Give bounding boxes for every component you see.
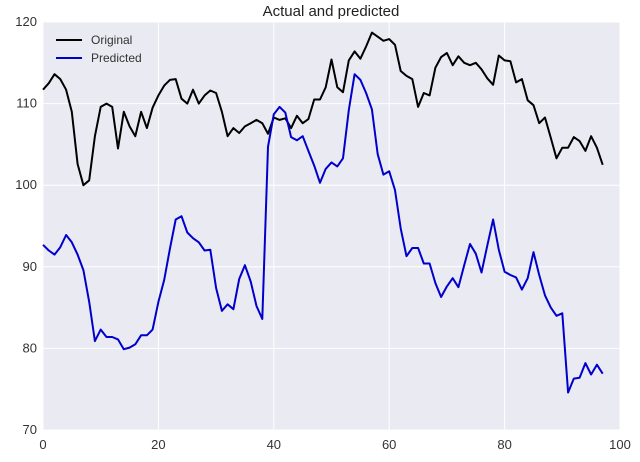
chart-title: Actual and predicted (263, 3, 400, 20)
grid-lines (42, 21, 621, 431)
x-tick-label: 0 (39, 437, 46, 452)
y-axis-ticks: 70 80 90 100 110 120 (15, 14, 37, 437)
plot-area (43, 22, 620, 430)
x-tick-label: 100 (609, 437, 631, 452)
x-tick-label: 20 (151, 437, 165, 452)
y-tick-label: 80 (23, 340, 37, 355)
y-tick-label: 110 (16, 96, 37, 111)
x-axis-ticks: 0 20 40 60 80 100 (39, 437, 630, 452)
legend: Original Predicted (56, 33, 142, 65)
y-tick-label: 70 (23, 422, 37, 437)
series-lines (42, 31, 604, 394)
x-tick-label: 60 (382, 437, 396, 452)
legend-label-predicted: Predicted (91, 51, 142, 65)
legend-label-original: Original (91, 33, 132, 47)
x-tick-label: 80 (497, 437, 511, 452)
x-tick-label: 40 (267, 437, 281, 452)
y-tick-label: 100 (15, 177, 37, 192)
y-tick-label: 120 (15, 14, 37, 29)
series-line-predicted (42, 73, 604, 394)
series-line-original (42, 31, 604, 187)
y-tick-label: 90 (23, 259, 37, 274)
